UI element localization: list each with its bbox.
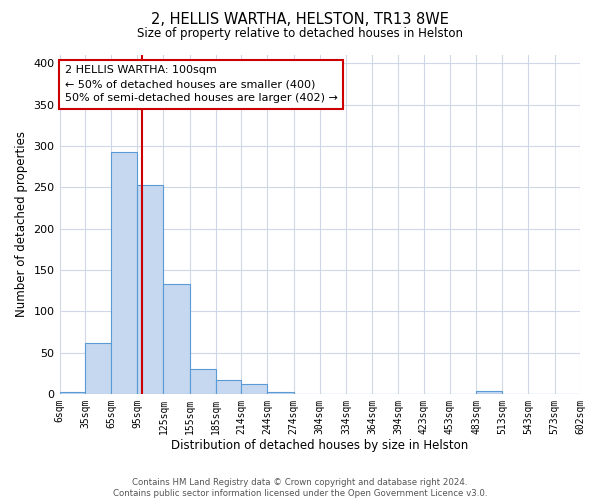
Text: Size of property relative to detached houses in Helston: Size of property relative to detached ho… [137, 28, 463, 40]
Bar [163, 284, 190, 394]
Bar [241, 384, 268, 394]
Bar [59, 392, 85, 394]
Text: 2, HELLIS WARTHA, HELSTON, TR13 8WE: 2, HELLIS WARTHA, HELSTON, TR13 8WE [151, 12, 449, 28]
Text: Contains HM Land Registry data © Crown copyright and database right 2024.
Contai: Contains HM Land Registry data © Crown c… [113, 478, 487, 498]
Text: 2 HELLIS WARTHA: 100sqm
← 50% of detached houses are smaller (400)
50% of semi-d: 2 HELLIS WARTHA: 100sqm ← 50% of detache… [65, 65, 338, 103]
Bar [476, 390, 502, 394]
X-axis label: Distribution of detached houses by size in Helston: Distribution of detached houses by size … [171, 440, 469, 452]
Bar [190, 369, 216, 394]
Bar [216, 380, 241, 394]
Bar [137, 184, 163, 394]
Y-axis label: Number of detached properties: Number of detached properties [15, 132, 28, 318]
Bar [268, 392, 293, 394]
Bar [111, 152, 137, 394]
Bar [85, 342, 111, 394]
